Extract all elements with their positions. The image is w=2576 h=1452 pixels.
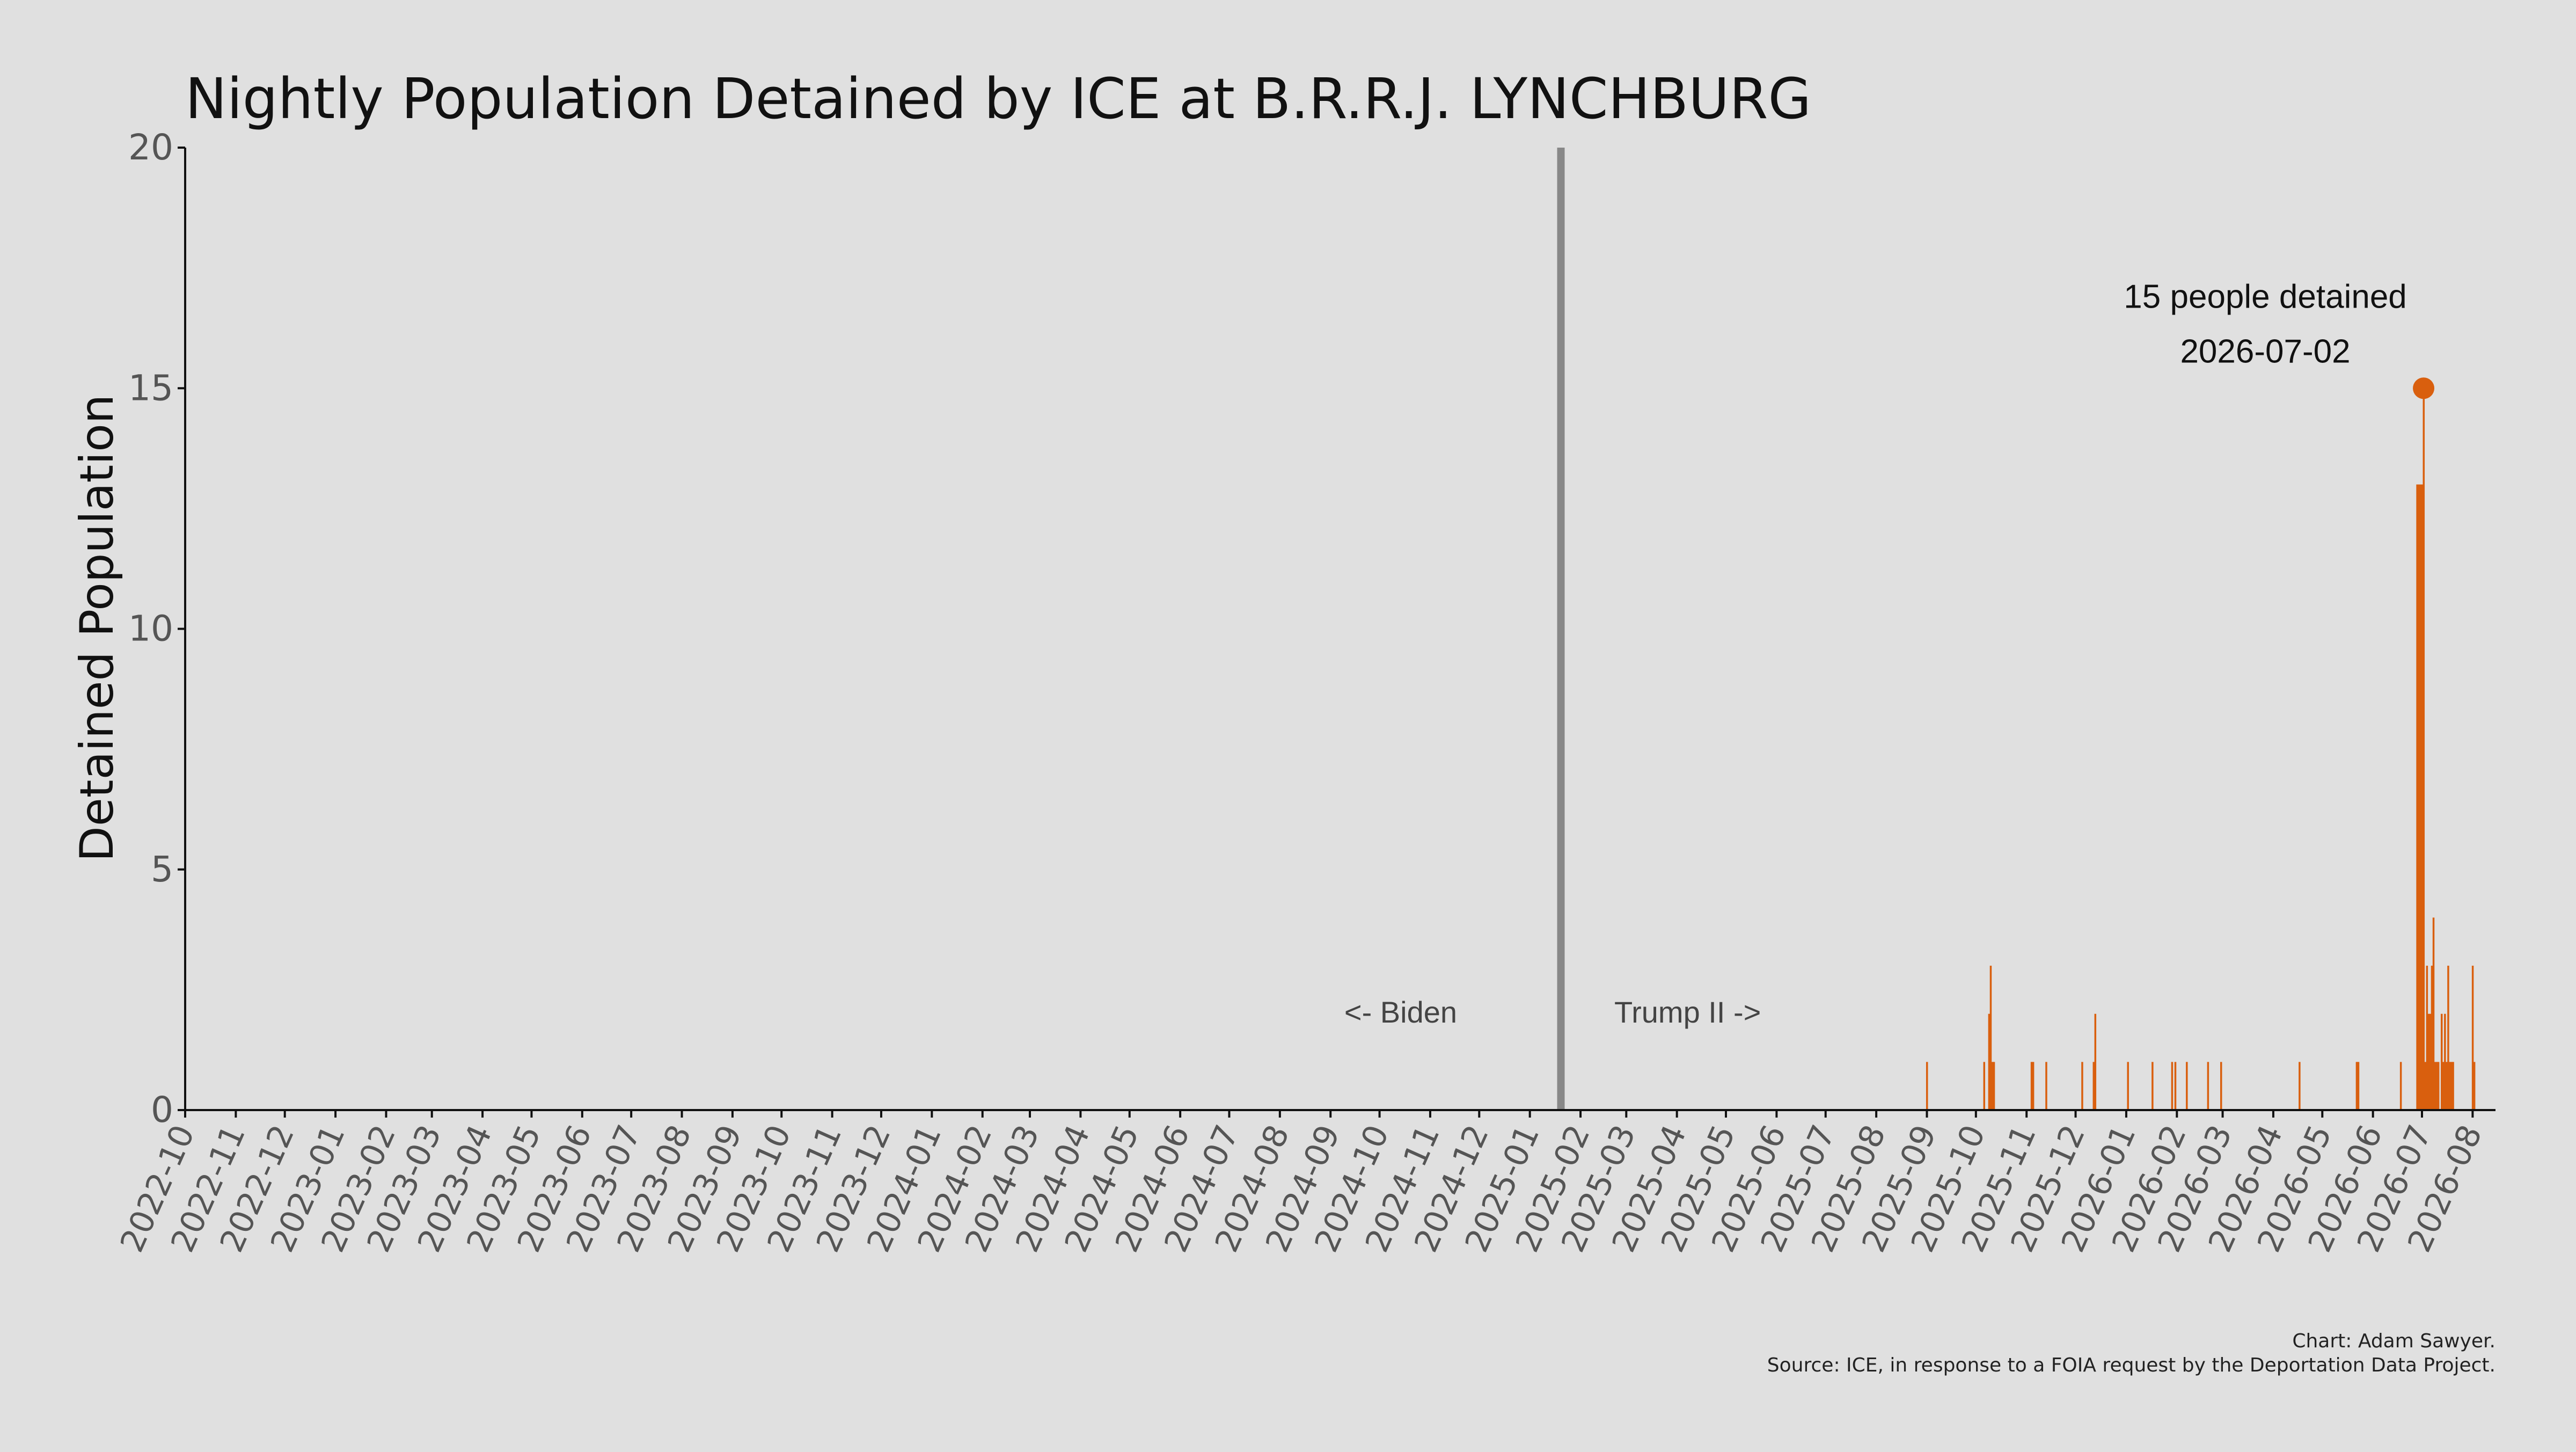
- bar-2026-07-07: [2431, 966, 2433, 1110]
- bar-2026-08-02: [2473, 1062, 2476, 1110]
- y-axis-label: Detained Population: [70, 395, 124, 862]
- bar-2026-07-02: [2423, 388, 2425, 1110]
- bar-2026-07-09: [2434, 1062, 2436, 1110]
- bar-2026-07-04: [2426, 966, 2428, 1110]
- bar-2025-11-05: [2032, 1062, 2035, 1110]
- peak-annotation-group: 15 people detained 2026-07-02: [2124, 278, 2435, 399]
- bar-2026-07-20: [2452, 1062, 2454, 1110]
- bar-2026-06-28: [2416, 484, 2418, 1110]
- bar-2026-07-10: [2435, 1062, 2438, 1110]
- caption-credit: Chart: Adam Sawyer.: [2292, 1330, 2496, 1352]
- bar-2026-02-28: [2220, 1062, 2222, 1110]
- era-label-biden: <- Biden: [1344, 995, 1457, 1029]
- bar-2026-07-17: [2447, 966, 2449, 1110]
- bar-2025-12-12: [2092, 1062, 2095, 1110]
- bar-2026-07-13: [2441, 1013, 2443, 1110]
- peak-label-date: 2026-07-02: [2180, 333, 2350, 370]
- y-tick-label-10: 10: [128, 608, 173, 650]
- bar-2025-10-10: [1989, 966, 1992, 1110]
- era-label-trump: Trump II ->: [1614, 995, 1761, 1029]
- bar-2026-01-29: [2171, 1062, 2174, 1110]
- bar-2026-01-31: [2174, 1062, 2177, 1110]
- bar-2026-07-18: [2449, 1062, 2451, 1110]
- x-ticks-group: 2022-102022-112022-122023-012023-022023-…: [113, 1110, 2490, 1258]
- bar-2025-10-12: [1993, 1062, 1995, 1110]
- bar-2026-05-22: [2355, 1062, 2358, 1110]
- bar-2025-09-01: [1926, 1062, 1928, 1110]
- y-tick-label-5: 5: [151, 849, 173, 890]
- caption-source: Source: ICE, in response to a FOIA reque…: [1767, 1354, 2496, 1376]
- bar-2026-07-16: [2446, 1062, 2448, 1110]
- bar-2026-07-11: [2437, 1062, 2440, 1110]
- bar-2026-07-05: [2427, 1013, 2430, 1110]
- bar-2025-11-04: [2030, 1062, 2033, 1110]
- bar-2026-05-23: [2357, 1062, 2360, 1110]
- bar-2025-10-06: [1983, 1062, 1986, 1110]
- bar-2026-06-29: [2418, 484, 2420, 1110]
- bars-group: [1926, 388, 2476, 1110]
- y-tick-label-20: 20: [128, 127, 173, 168]
- y-tick-label-15: 15: [128, 367, 173, 408]
- bar-2025-12-05: [2081, 1062, 2083, 1110]
- bar-2026-07-19: [2450, 1062, 2453, 1110]
- y-tick-label-0: 0: [151, 1089, 173, 1130]
- bar-2025-10-09: [1988, 1013, 1990, 1110]
- bar-2026-07-14: [2442, 1062, 2445, 1110]
- bar-2026-04-17: [2299, 1062, 2301, 1110]
- bar-2026-07-01: [2421, 484, 2423, 1110]
- peak-label-count: 15 people detained: [2124, 278, 2406, 315]
- peak-marker: [2413, 377, 2435, 399]
- bar-2026-06-30: [2419, 484, 2421, 1110]
- y-ticks-group: 0 5 10 15 20: [128, 127, 185, 1130]
- chart-title: Nightly Population Detained by ICE at B.…: [185, 66, 1811, 132]
- bar-2026-06-18: [2399, 1062, 2402, 1110]
- bar-2026-01-17: [2151, 1062, 2154, 1110]
- bar-2026-02-07: [2186, 1062, 2188, 1110]
- bar-2026-08-01: [2471, 966, 2474, 1110]
- bar-2026-07-08: [2432, 917, 2435, 1110]
- bar-2026-07-03: [2424, 1062, 2427, 1110]
- bar-2026-02-20: [2207, 1062, 2209, 1110]
- bar-2026-07-15: [2444, 1013, 2446, 1110]
- bar-2025-12-13: [2094, 1013, 2097, 1110]
- bar-2026-01-02: [2127, 1062, 2129, 1110]
- bar-2026-07-06: [2429, 1013, 2432, 1110]
- bar-2025-10-11: [1991, 1062, 1994, 1110]
- bar-2025-11-13: [2045, 1062, 2047, 1110]
